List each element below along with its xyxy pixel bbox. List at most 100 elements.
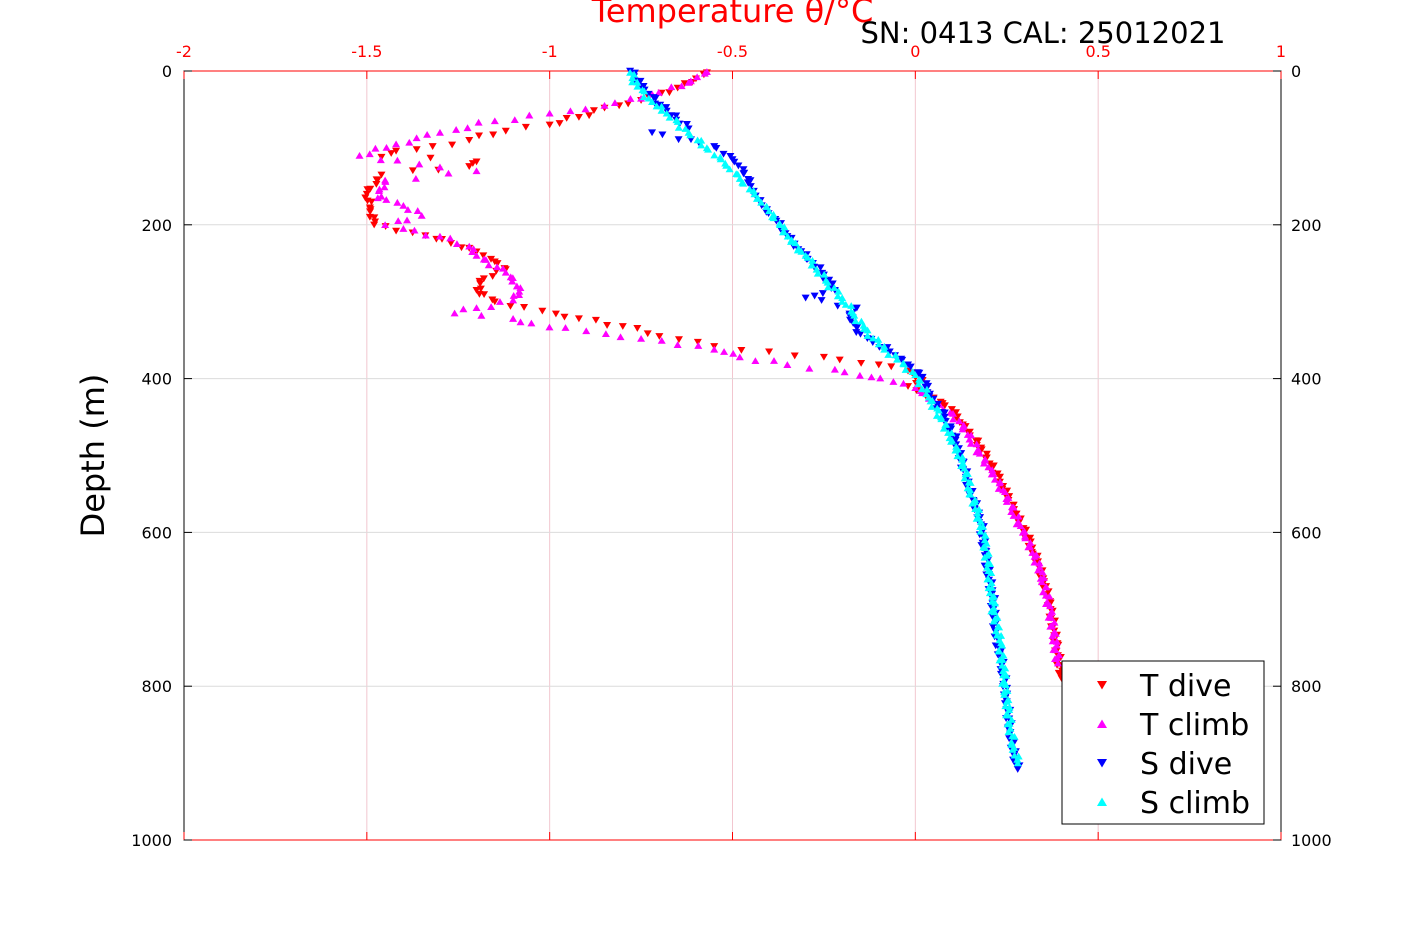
y-tick-label-left: 400 — [141, 370, 172, 389]
data-point — [377, 171, 386, 179]
x-tick-label: -0.5 — [717, 42, 748, 61]
data-point — [787, 238, 796, 245]
data-point — [493, 263, 502, 271]
data-point — [911, 371, 920, 378]
data-point — [739, 170, 748, 178]
data-point — [428, 143, 437, 150]
data-point — [697, 141, 706, 149]
data-point — [987, 569, 996, 576]
data-point — [673, 341, 682, 348]
data-point — [693, 73, 702, 81]
data-point — [810, 292, 819, 300]
data-point — [387, 150, 396, 157]
data-point — [601, 330, 610, 338]
data-point — [885, 348, 894, 356]
data-point — [1012, 520, 1021, 528]
data-point — [355, 151, 364, 159]
data-point — [591, 316, 600, 324]
data-point — [562, 115, 571, 122]
data-point — [403, 206, 412, 213]
data-point — [489, 131, 498, 139]
data-point — [374, 187, 383, 194]
y-tick-label-left: 1000 — [131, 831, 172, 850]
data-point — [867, 373, 876, 381]
data-point — [757, 198, 766, 206]
legend-label: S dive — [1140, 747, 1232, 782]
data-point — [729, 349, 738, 357]
data-point — [988, 623, 997, 631]
data-point — [381, 221, 390, 228]
data-point — [370, 221, 379, 229]
data-point — [633, 325, 642, 332]
x-tick-label: 0 — [910, 42, 920, 61]
data-point — [813, 269, 822, 277]
data-point — [1030, 552, 1039, 560]
data-point — [817, 297, 826, 304]
y-tick-label-right: 400 — [1291, 370, 1322, 389]
data-point — [574, 113, 583, 121]
data-point — [918, 385, 927, 393]
data-point — [545, 121, 554, 129]
data-point — [989, 617, 998, 625]
data-point — [665, 89, 674, 97]
legend-marker — [1097, 797, 1107, 806]
data-point — [719, 150, 728, 158]
serial-calibration-note: SN: 0413 CAL: 25012021 — [861, 16, 1226, 50]
data-point — [995, 656, 1004, 664]
data-point — [828, 280, 837, 288]
data-point — [995, 647, 1004, 655]
x-tick-label: -2 — [176, 42, 192, 61]
data-point — [982, 539, 991, 547]
data-point — [700, 69, 709, 77]
data-point — [704, 145, 713, 153]
data-point — [852, 323, 861, 331]
data-point — [680, 80, 689, 88]
data-point — [1003, 720, 1012, 728]
y-tick-label-right: 600 — [1291, 523, 1322, 542]
data-point — [911, 384, 920, 392]
data-point — [1048, 632, 1057, 639]
data-point — [966, 479, 975, 486]
data-point — [1042, 600, 1051, 607]
data-point — [373, 177, 382, 184]
x-tick-label: 0.5 — [1085, 42, 1110, 61]
data-point — [555, 120, 564, 127]
data-point — [472, 251, 481, 259]
data-point — [677, 82, 686, 90]
data-point — [403, 216, 412, 224]
data-point — [446, 240, 455, 247]
data-point — [506, 303, 515, 310]
data-point — [927, 403, 936, 410]
data-point — [869, 334, 878, 342]
legend-label: T dive — [1139, 669, 1231, 704]
data-point — [790, 352, 799, 360]
data-point — [743, 179, 752, 187]
y-tick-label-left: 200 — [141, 216, 172, 235]
data-point — [750, 190, 759, 198]
series-s-climb — [626, 68, 1023, 767]
data-point — [994, 485, 1003, 492]
data-point — [509, 292, 518, 299]
data-point — [899, 379, 908, 387]
data-point — [990, 475, 999, 483]
data-point — [1004, 711, 1013, 719]
y-axis-title: Depth (m) — [74, 374, 112, 538]
data-point — [477, 311, 486, 319]
data-point — [667, 83, 676, 91]
data-point — [951, 436, 960, 444]
data-point — [940, 413, 949, 421]
data-point — [435, 163, 444, 171]
data-point — [951, 409, 960, 417]
data-point — [476, 280, 485, 288]
data-point — [966, 490, 975, 498]
data-point — [560, 313, 569, 321]
data-point — [600, 102, 609, 109]
data-point — [1024, 543, 1033, 551]
data-point — [818, 290, 827, 297]
data-point — [746, 183, 755, 190]
data-point — [972, 514, 981, 522]
data-point — [487, 255, 496, 263]
data-point — [838, 294, 847, 302]
data-point — [940, 402, 949, 410]
data-point — [435, 232, 444, 240]
